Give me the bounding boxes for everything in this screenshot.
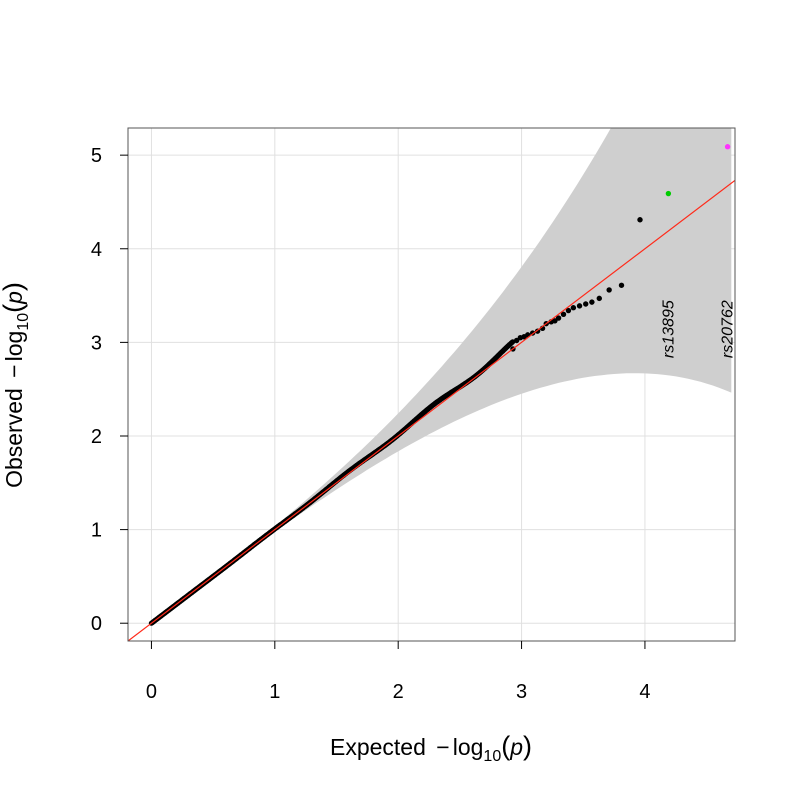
y-tick-label: 5 <box>91 145 102 167</box>
reference-line <box>128 179 735 641</box>
x-tick-label: 4 <box>639 681 650 703</box>
plot-frame <box>127 127 736 642</box>
data-point <box>618 282 625 288</box>
y-tick-label: 4 <box>91 239 102 261</box>
snp-label: rs13895 <box>660 300 677 358</box>
y-tick-label: 0 <box>91 613 102 635</box>
point-labels: rs13895 rs20762 <box>660 300 736 358</box>
data-point <box>583 301 589 307</box>
data-point <box>596 295 602 302</box>
highlighted-point <box>665 190 672 197</box>
data-point <box>560 311 567 317</box>
y-axis: 0 1 2 3 4 5 <box>91 145 128 635</box>
x-tick-label: 3 <box>516 681 527 703</box>
y-axis-title: Observed −log10(p) <box>0 282 32 488</box>
x-axis: 0 1 2 3 4 <box>146 641 650 703</box>
x-axis-title: Expected − log10(p) <box>330 731 532 765</box>
data-point <box>570 305 577 311</box>
data-point <box>555 315 562 321</box>
y-tick-label: 3 <box>91 332 102 354</box>
data-point <box>637 217 643 223</box>
confidence-band <box>151 128 732 624</box>
x-tick-label: 2 <box>393 681 404 703</box>
data-point <box>589 299 595 305</box>
x-tick-label: 0 <box>146 681 157 703</box>
snp-label: rs20762 <box>720 300 737 358</box>
data-point <box>576 303 583 309</box>
y-tick-label: 2 <box>91 426 102 448</box>
highlighted-point <box>724 144 731 150</box>
data-point <box>606 287 612 293</box>
y-tick-label: 1 <box>91 520 102 542</box>
data-point <box>513 337 520 344</box>
data-point <box>565 307 572 314</box>
x-tick-label: 1 <box>269 681 280 703</box>
data-point <box>552 318 558 324</box>
